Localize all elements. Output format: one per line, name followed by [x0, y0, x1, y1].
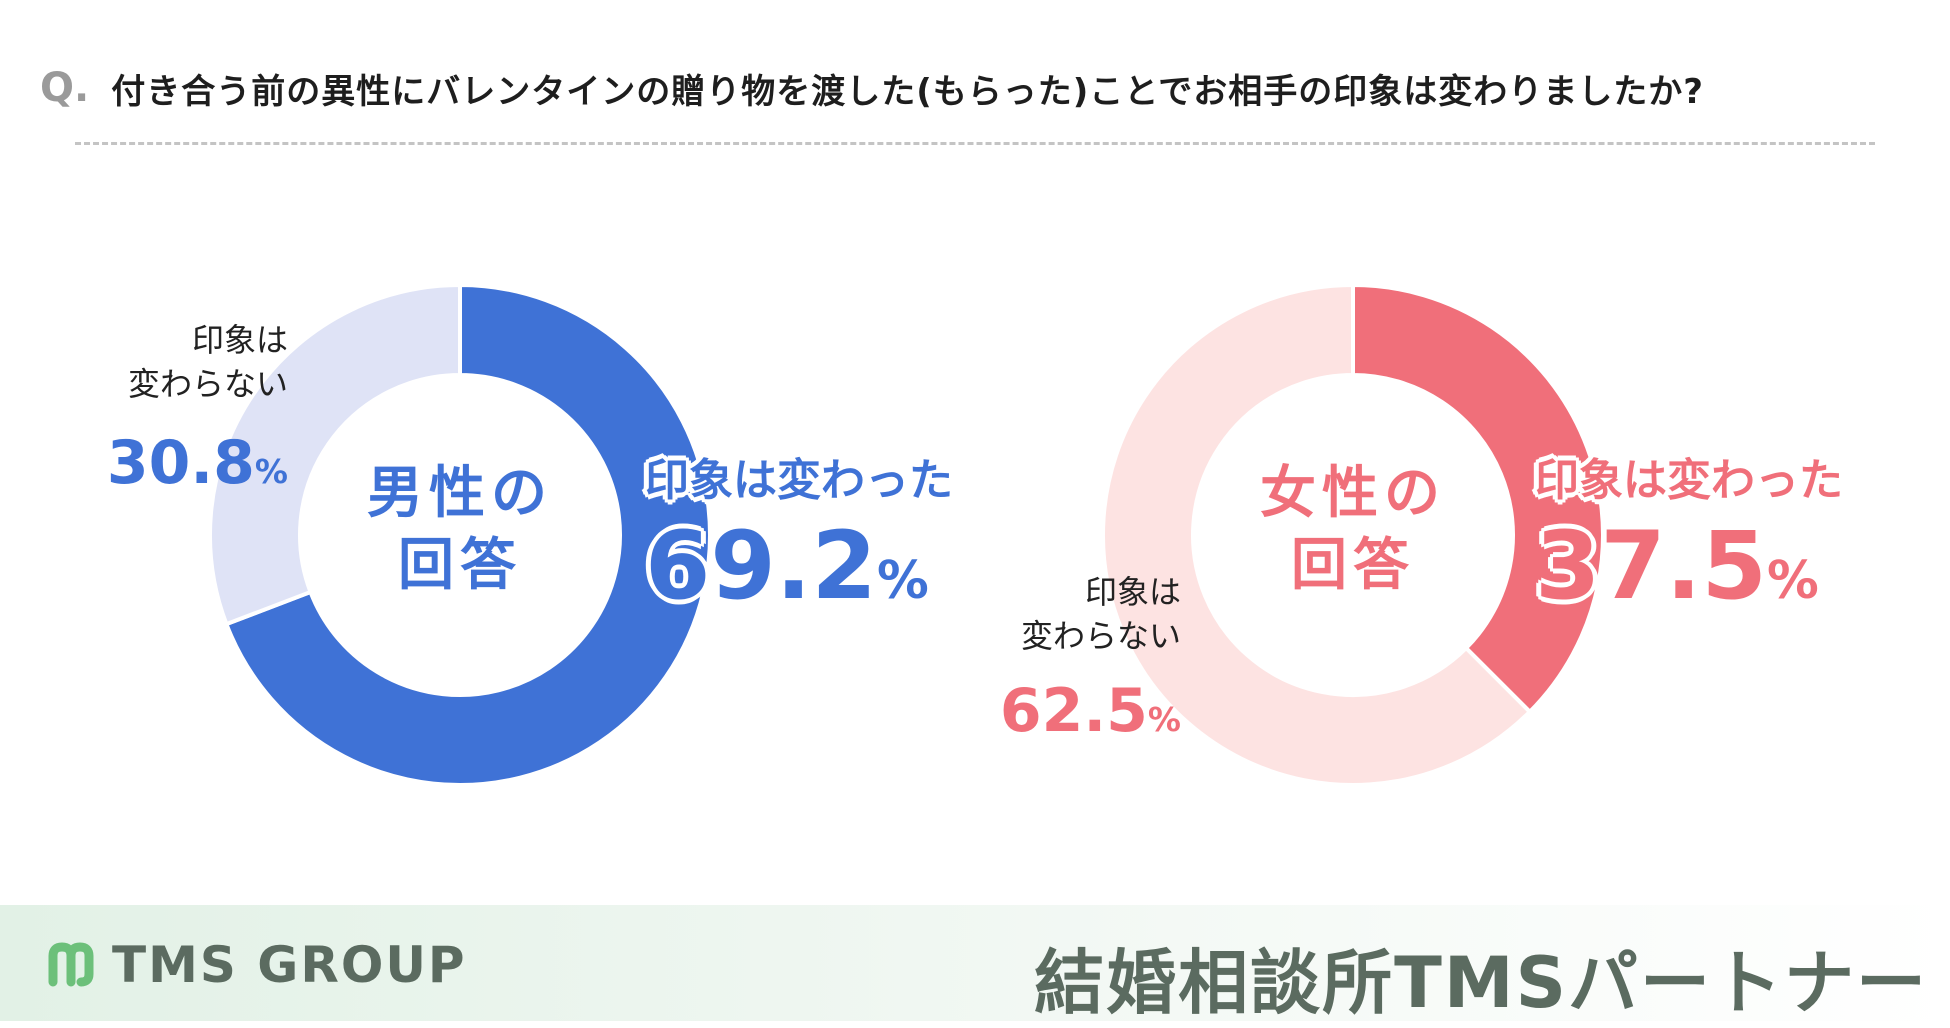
brand-name: 結婚相談所TMSパートナー — [1034, 942, 1928, 1024]
male-unchanged-unit: % — [254, 452, 288, 491]
female-center-line2: 回答 — [1291, 533, 1415, 598]
male-unchanged-number: 30.8 — [106, 428, 255, 498]
female-unchanged-value: 62.5% — [1000, 676, 1181, 746]
male-unchanged-line1: 印象は — [191, 321, 288, 359]
female-unchanged-line1: 印象は — [1084, 573, 1181, 611]
dashed-divider — [75, 142, 1875, 145]
male-changed-unit: % — [876, 551, 929, 611]
male-center-line2: 回答 — [398, 533, 522, 598]
female-slice-changed — [1351, 282, 1606, 715]
female-slice-unchanged — [1101, 282, 1533, 787]
tms-m-logo-icon — [48, 942, 94, 987]
male-center-line1: 男性の — [367, 461, 553, 526]
question-text: 付き合う前の異性にバレンタインの贈り物を渡した(もらった)ことでお相手の印象は変… — [111, 71, 1704, 112]
female-unchanged-label: 印象は 変わらない — [1021, 570, 1181, 658]
female-changed-title: 印象は変わった — [1535, 455, 1843, 506]
question-header: Q. 付き合う前の異性にバレンタインの贈り物を渡した(もらった)ことでお相手の印… — [40, 58, 1920, 118]
female-changed-unit: % — [1766, 551, 1819, 611]
male-changed-title: 印象は変わった — [645, 455, 953, 506]
tms-group-logo: TMS GROUP — [48, 935, 467, 995]
male-changed-number: 69.2 — [645, 512, 877, 621]
male-slice-unchanged — [208, 282, 462, 627]
male-unchanged-line2: 変わらない — [127, 365, 288, 403]
male-slice-changed — [223, 282, 712, 787]
logo-text: TMS GROUP — [112, 936, 467, 994]
male-unchanged-label: 印象は 変わらない — [128, 318, 288, 406]
footer: TMS GROUP 結婚相談所TMSパートナー — [0, 905, 1950, 1024]
female-changed-number: 37.5 — [1535, 512, 1767, 621]
female-unchanged-unit: % — [1147, 700, 1181, 739]
female-center-label: 女性の 回答 — [1233, 458, 1473, 602]
female-changed-value: 37.5% — [1535, 512, 1819, 621]
male-center-label: 男性の 回答 — [340, 458, 580, 602]
question-prefix: Q. — [40, 65, 90, 111]
male-changed-value: 69.2% — [645, 512, 929, 621]
female-unchanged-line2: 変わらない — [1020, 617, 1181, 655]
female-unchanged-number: 62.5 — [999, 676, 1148, 746]
female-center-line1: 女性の — [1260, 461, 1446, 526]
male-unchanged-value: 30.8% — [107, 428, 288, 498]
